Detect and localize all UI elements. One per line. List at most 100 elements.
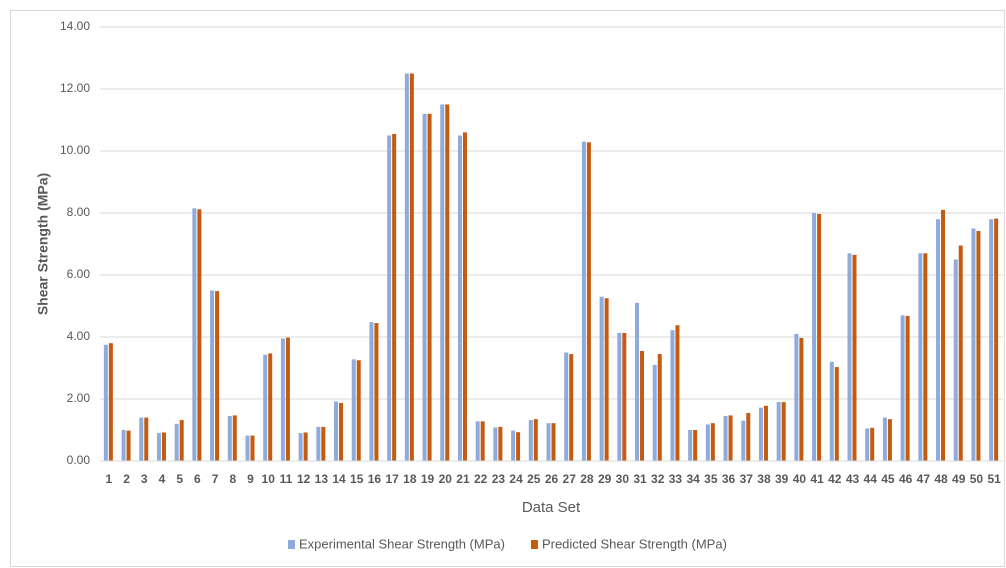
bar (586, 142, 591, 461)
bar (781, 402, 786, 461)
y-axis-title: Shear Strength (MPa) (35, 173, 51, 315)
bar (693, 430, 698, 461)
x-tick-label: 33 (669, 472, 683, 486)
bar (622, 332, 627, 461)
bar (635, 302, 640, 461)
bar (776, 402, 781, 461)
x-tick-label: 25 (527, 472, 541, 486)
bar (369, 322, 374, 461)
bar (763, 405, 768, 461)
x-tick-label: 31 (633, 472, 647, 486)
bar (923, 253, 928, 461)
bar (227, 416, 232, 461)
bar (817, 213, 822, 461)
x-tick-label: 21 (456, 472, 470, 486)
bar (723, 416, 728, 461)
bar (174, 423, 179, 461)
bar (192, 208, 197, 461)
bar (887, 419, 892, 461)
bar (511, 430, 516, 461)
bar (250, 435, 255, 461)
x-tick-label: 3 (141, 472, 148, 486)
bar (215, 291, 220, 461)
x-tick-label: 15 (350, 472, 364, 486)
bar (569, 354, 574, 461)
bar (197, 209, 202, 461)
bar (551, 423, 556, 461)
x-tick-label: 32 (651, 472, 665, 486)
bar (285, 337, 290, 461)
bar (298, 433, 303, 461)
x-tick-label: 22 (474, 472, 488, 486)
bar (321, 426, 326, 461)
bar (422, 113, 427, 462)
legend-swatch (288, 540, 295, 549)
bar (316, 426, 321, 461)
x-tick-label: 38 (757, 472, 771, 486)
bar (161, 432, 166, 461)
bar (516, 432, 521, 461)
bar (108, 343, 113, 461)
x-tick-label: 10 (262, 472, 276, 486)
x-tick-label: 45 (881, 472, 895, 486)
bar (263, 354, 268, 461)
bar (334, 401, 339, 461)
x-tick-label: 46 (899, 472, 913, 486)
bar (462, 132, 467, 461)
x-tick-label: 48 (934, 472, 948, 486)
x-tick-label: 14 (332, 472, 346, 486)
bar (652, 364, 657, 461)
bar (445, 104, 450, 461)
legend-swatch (530, 540, 538, 549)
bar (404, 73, 409, 461)
y-tick-label: 10.00 (60, 143, 90, 157)
bar (941, 209, 946, 461)
bar (870, 427, 875, 461)
bar (971, 228, 976, 461)
x-tick-label: 47 (917, 472, 931, 486)
bar (392, 133, 397, 461)
x-tick-label: 35 (704, 472, 718, 486)
x-tick-label: 26 (545, 472, 559, 486)
bar (475, 421, 480, 461)
y-tick-label: 4.00 (67, 329, 91, 343)
bar (989, 219, 994, 461)
bar (121, 430, 126, 461)
bar (245, 435, 250, 461)
x-tick-label: 51 (987, 472, 1001, 486)
bar (829, 361, 834, 461)
x-tick-label: 41 (810, 472, 824, 486)
x-tick-label: 44 (864, 472, 878, 486)
bar (599, 296, 604, 461)
x-tick-label: 36 (722, 472, 736, 486)
x-tick-label: 2 (123, 472, 130, 486)
bar (546, 423, 551, 461)
y-tick-label: 14.00 (60, 19, 90, 33)
x-tick-label: 13 (315, 472, 329, 486)
bar (670, 330, 675, 461)
x-tick-label: 11 (280, 472, 293, 486)
bar (581, 141, 586, 461)
x-tick-label: 43 (846, 472, 860, 486)
x-tick-label: 18 (403, 472, 417, 486)
x-tick-label: 12 (297, 472, 311, 486)
bar (958, 245, 963, 461)
bar (675, 325, 680, 461)
x-tick-label: 1 (106, 472, 113, 486)
x-tick-label: 39 (775, 472, 789, 486)
x-tick-label: 30 (616, 472, 630, 486)
y-tick-label: 12.00 (60, 81, 90, 95)
x-tick-label: 27 (563, 472, 577, 486)
bar (232, 415, 237, 461)
bar (936, 219, 941, 461)
x-tick-label: 4 (159, 472, 166, 486)
bar (427, 113, 432, 462)
bar (953, 259, 958, 461)
bar (498, 426, 503, 461)
bar (533, 419, 538, 461)
x-tick-label: 17 (385, 472, 399, 486)
bar (900, 315, 905, 461)
x-tick-label: 19 (421, 472, 435, 486)
bar (374, 323, 379, 461)
